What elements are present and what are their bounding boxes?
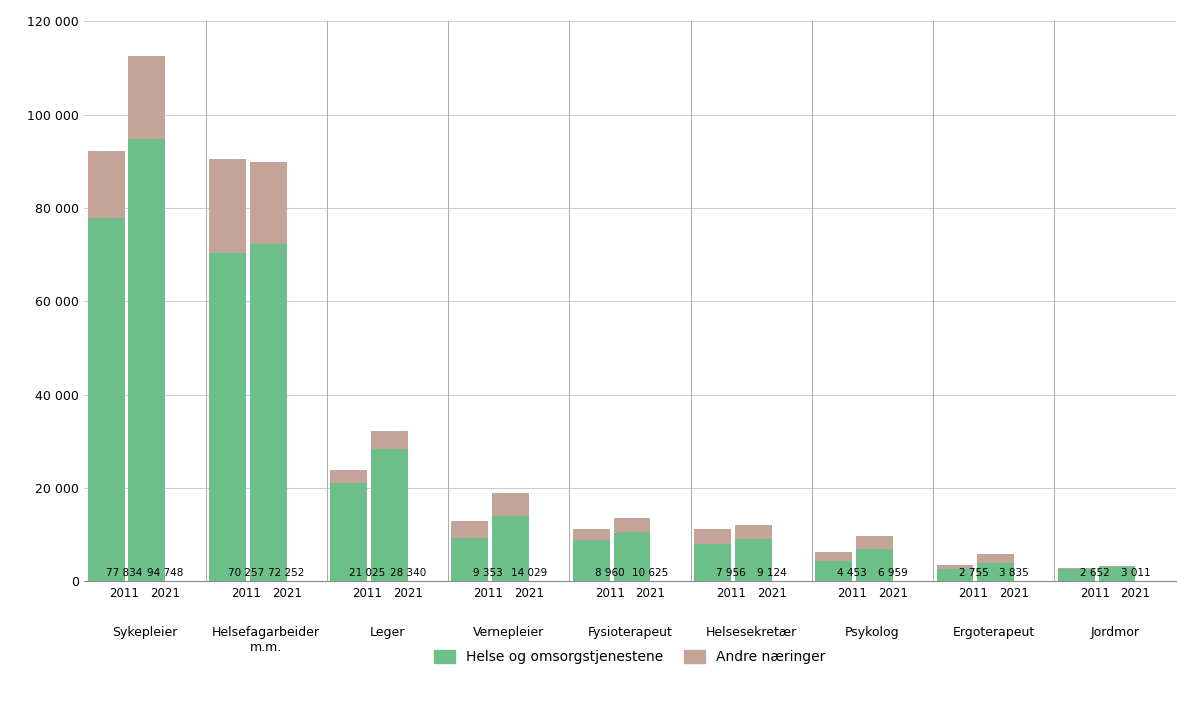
Text: 7 956: 7 956 — [716, 568, 745, 578]
Text: 3 835: 3 835 — [1000, 568, 1030, 578]
Text: 21 025: 21 025 — [349, 568, 385, 578]
Bar — [88, 218, 125, 581]
Text: Sykepleier: Sykepleier — [113, 626, 178, 639]
Text: 10 625: 10 625 — [632, 568, 668, 578]
Text: Ergoterapeut: Ergoterapeut — [953, 626, 1034, 639]
Text: 2 755: 2 755 — [959, 568, 989, 578]
Text: Leger: Leger — [370, 626, 406, 639]
Bar — [371, 431, 408, 449]
Text: 9 124: 9 124 — [757, 568, 786, 578]
Bar — [492, 493, 529, 516]
Bar — [815, 552, 852, 561]
Bar — [572, 540, 610, 581]
Bar — [734, 539, 772, 581]
Bar — [209, 253, 246, 581]
Bar — [977, 554, 1014, 564]
Bar — [613, 532, 650, 581]
Bar — [572, 529, 610, 540]
Bar — [613, 518, 650, 532]
Bar — [330, 470, 367, 484]
Bar — [856, 536, 893, 549]
Bar — [936, 565, 973, 569]
Bar — [371, 449, 408, 581]
Bar — [856, 549, 893, 581]
Bar — [694, 545, 731, 581]
Text: Helsefagarbeider
m.m.: Helsefagarbeider m.m. — [212, 626, 320, 654]
Bar — [936, 569, 973, 581]
Bar — [128, 139, 166, 581]
Text: Psykolog: Psykolog — [845, 626, 900, 639]
Bar — [451, 520, 488, 537]
Text: 72 252: 72 252 — [269, 568, 305, 578]
Bar — [1098, 567, 1135, 581]
Text: 94 748: 94 748 — [148, 568, 184, 578]
Bar — [694, 529, 731, 545]
Text: 6 959: 6 959 — [878, 568, 907, 578]
Bar — [815, 561, 852, 581]
Text: 14 029: 14 029 — [511, 568, 547, 578]
Text: Helsesekretær: Helsesekretær — [706, 626, 797, 639]
Bar — [330, 484, 367, 581]
Bar — [128, 56, 166, 139]
Bar — [1098, 566, 1135, 567]
Bar — [1058, 569, 1094, 581]
Bar — [977, 564, 1014, 581]
Text: Fysioterapeut: Fysioterapeut — [588, 626, 672, 639]
Text: Vernepleier: Vernepleier — [473, 626, 545, 639]
Bar — [88, 151, 125, 218]
Legend: Helse og omsorgstjenestene, Andre næringer: Helse og omsorgstjenestene, Andre næring… — [428, 644, 832, 670]
Text: 77 834: 77 834 — [107, 568, 143, 578]
Bar — [451, 537, 488, 581]
Text: 2 652: 2 652 — [1080, 568, 1110, 578]
Text: Jordmor: Jordmor — [1091, 626, 1140, 639]
Text: 8 960: 8 960 — [595, 568, 624, 578]
Bar — [250, 244, 287, 581]
Bar — [1058, 568, 1094, 569]
Text: 9 353: 9 353 — [474, 568, 503, 578]
Bar — [250, 162, 287, 244]
Text: 3 011: 3 011 — [1121, 568, 1151, 578]
Bar — [734, 525, 772, 539]
Bar — [209, 159, 246, 253]
Text: 28 340: 28 340 — [390, 568, 426, 578]
Text: 4 453: 4 453 — [838, 568, 868, 578]
Bar — [492, 516, 529, 581]
Text: 70 257: 70 257 — [228, 568, 264, 578]
